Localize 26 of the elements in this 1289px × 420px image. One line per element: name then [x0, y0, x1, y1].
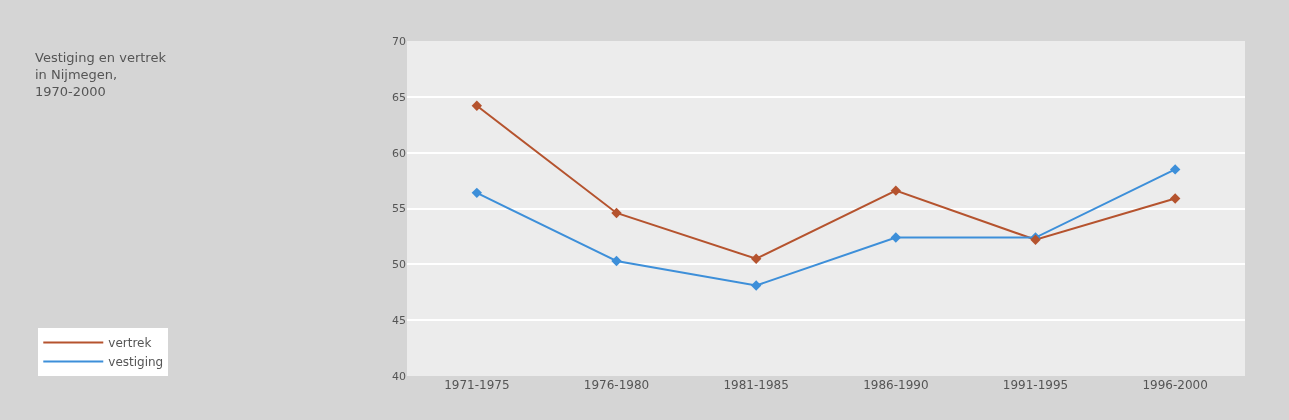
point [1169, 164, 1181, 175]
legend-label: vertrek [108, 336, 152, 351]
text: Vestiging en vertrek in Nijmegen, 1970-2000 [35, 50, 167, 99]
x-tick-label: 1986-1990 [863, 378, 929, 392]
x-tick-label: 1996-2000 [1142, 378, 1208, 392]
point [1169, 193, 1181, 204]
x-tick-label: 1981-1985 [723, 378, 789, 392]
point [750, 280, 762, 291]
point [611, 255, 622, 267]
y-tick-label: 50 [392, 258, 406, 272]
x-tick-label: 1991-1995 [1002, 378, 1069, 392]
y-tick-label: 40 [392, 369, 406, 383]
y-tick-label: 55 [392, 202, 406, 216]
x-tick-label: 1971-1975 [444, 378, 510, 392]
y-tick-label: 60 [392, 146, 406, 160]
point [611, 207, 622, 219]
x-tick-label: 1976-1980 [583, 378, 650, 392]
point [890, 232, 902, 243]
y-tick-label: 70 [392, 34, 406, 48]
y-tick-label: 45 [392, 314, 406, 328]
point [471, 100, 483, 111]
point [890, 185, 902, 196]
point [471, 187, 483, 199]
point [750, 253, 762, 264]
legend-label: vestiging [108, 355, 164, 370]
y-tick-label: 65 [392, 90, 406, 104]
